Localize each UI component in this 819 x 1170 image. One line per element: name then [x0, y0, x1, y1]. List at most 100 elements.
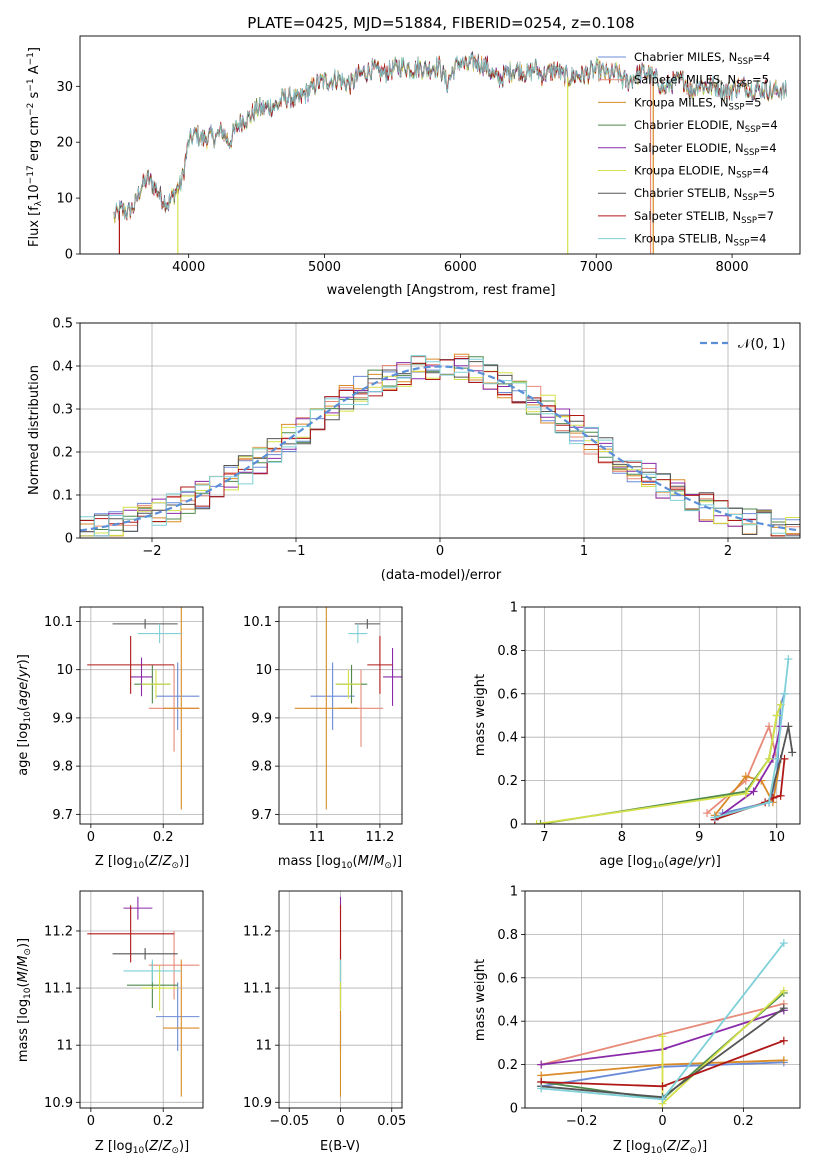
- z-age-ytick-label: 9.7: [52, 808, 73, 823]
- age-weight-plot-area: [532, 655, 797, 824]
- residuals-ytick-label: 0.1: [52, 489, 73, 504]
- age-weight-xtick-label: 7: [540, 830, 548, 845]
- spectrum-xtick-label: 7000: [580, 260, 613, 275]
- spectrum-xtick-label: 4000: [172, 260, 205, 275]
- residuals-xtick-label: −2: [142, 544, 161, 559]
- age-weight-xlabel: age [log10(age/yr)]: [599, 854, 721, 871]
- mass-age-frame: [278, 606, 403, 825]
- residuals-ytick-label: 0.3: [52, 403, 73, 418]
- mass-age-xtick-label: 11.2: [365, 830, 394, 845]
- legend-label: Salpeter STELIB, NSSP=7: [634, 209, 774, 226]
- gaussian-legend-label: 𝒩(0, 1): [738, 337, 785, 352]
- spectrum-frame: [79, 35, 801, 255]
- age-weight-axes: 7 8 9 10 0 0.2 0.4 0.6 0.8 1: [497, 601, 801, 845]
- z-age-ylabel: age [log10(age/yr)]: [16, 654, 33, 776]
- spectrum-title: PLATE=0425, MJD=51884, FIBERID=0254, z=0…: [247, 14, 634, 32]
- age-weight-ytick-label: 1: [510, 601, 518, 616]
- legend-label: Chabrier STELIB, NSSP=5: [634, 186, 775, 203]
- ebv-mass-xtick-label: −0.05: [269, 1114, 309, 1129]
- residuals-ytick-label: 0: [65, 532, 73, 547]
- legend-label: Kroupa STELIB, NSSP=4: [634, 232, 766, 249]
- mass-age-ytick-label: 9.8: [251, 760, 272, 775]
- z-age-plot-area: [87, 607, 200, 810]
- z-mass-plot-area: [87, 896, 200, 1097]
- z-weight-panel: −0.2 0 0.2 0 0.2 0.4 0.6 0.8 1: [497, 885, 801, 1129]
- z-age-axes: 0 0.2 9.7 9.8 9.9 10 10.1: [44, 606, 204, 845]
- age-weight-ytick-label: 0: [510, 818, 518, 833]
- spectrum-xlabel: wavelength [Angstrom, rest frame]: [327, 283, 556, 298]
- ebv-mass-axes: −0.05 0 0.05 10.9 11 11.1 11.2: [243, 890, 406, 1129]
- z-age-panel: 0 0.2 9.7 9.8 9.9 10 10.1: [44, 606, 204, 845]
- z-mass-ytick-label: 10.9: [44, 1096, 73, 1111]
- age-weight-panel: 7 8 9 10 0 0.2 0.4 0.6 0.8 1: [497, 601, 801, 845]
- spectrum-xtick-label: 5000: [308, 260, 341, 275]
- residuals-ytick-label: 0.2: [52, 446, 73, 461]
- z-mass-panel: 0 0.2 10.9 11 11.1 11.2: [44, 890, 204, 1129]
- z-age-ytick-label: 10: [56, 663, 73, 678]
- spectrum-xtick-label: 8000: [716, 260, 749, 275]
- ebv-xlabel: E(B-V): [320, 1139, 360, 1154]
- mass-age-panel: 11 11.2 9.7 9.8 9.9 10 10.1: [243, 606, 403, 845]
- legend-label: Salpeter ELODIE, NSSP=4: [634, 141, 777, 158]
- z-mass-axes: 0 0.2 10.9 11 11.1 11.2: [44, 890, 204, 1129]
- z-weight-ytick-label: 0.2: [497, 1058, 518, 1073]
- spectrum-plot-area: [113, 51, 787, 254]
- age-weight-xtick-label: 8: [618, 830, 626, 845]
- z-weight-frame: [524, 890, 801, 1109]
- z-weight-ytick-label: 0.6: [497, 971, 518, 986]
- mass-age-ytick-label: 10: [255, 663, 272, 678]
- age-weight-ytick-label: 0.8: [497, 644, 518, 659]
- ebv-mass-ytick-label: 10.9: [243, 1096, 272, 1111]
- mass-age-ytick-label: 10.1: [243, 615, 272, 630]
- z-weight-ylabel: mass weight: [473, 959, 488, 1041]
- mass-weight-series-line: [714, 726, 782, 821]
- z-mass-ytick-label: 11: [56, 1039, 73, 1054]
- spectrum-ylabel: Flux [fλ10−17 erg cm−2 s−1 A−1]: [26, 47, 44, 247]
- ebv-mass-xtick-label: 0.05: [377, 1114, 406, 1129]
- z-weight-ytick-label: 1: [510, 885, 518, 900]
- z-age-ytick-label: 9.9: [52, 711, 73, 726]
- legend-label: Chabrier MILES, NSSP=4: [634, 50, 770, 67]
- ebv-mass-ytick-label: 11.2: [243, 924, 272, 939]
- residuals-plot-area: [80, 353, 800, 538]
- age-weight-ytick-label: 0.2: [497, 774, 518, 789]
- residuals-frame: [79, 322, 801, 539]
- residuals-xtick-label: 0: [436, 544, 444, 559]
- z-mass-xtick-label: 0: [87, 1114, 95, 1129]
- residuals-xtick-label: −1: [286, 544, 305, 559]
- residuals-ytick-label: 0.5: [52, 317, 73, 332]
- z-weight-xlabel: Z [log10(Z/Z⊙)]: [613, 1139, 707, 1156]
- mass-age-ytick-label: 9.9: [251, 711, 272, 726]
- spectrum-series-line: [113, 53, 787, 220]
- residual-ylabel: Normed distribution: [27, 365, 42, 495]
- mass-age-plot-area: [294, 607, 402, 810]
- mass-age-xlabel: mass [log10(M/M⊙)]: [278, 854, 402, 871]
- z-age-ytick-label: 9.8: [52, 760, 73, 775]
- spectrum-xtick-label: 6000: [444, 260, 477, 275]
- mass-age-ytick-label: 9.7: [251, 808, 272, 823]
- residual-xlabel: (data-model)/error: [381, 568, 502, 583]
- ebv-mass-frame: [278, 890, 403, 1109]
- ebv-mass-xtick-label: 0: [336, 1114, 344, 1129]
- age-weight-frame: [524, 606, 801, 825]
- legend-label: Salpeter MILES, NSSP=5: [634, 73, 769, 90]
- legend-label: Kroupa ELODIE, NSSP=4: [634, 164, 769, 181]
- spectrum-ytick-label: 30: [56, 80, 73, 95]
- histogram-series-step: [80, 355, 800, 538]
- ebv-mass-panel: −0.05 0 0.05 10.9 11 11.1 11.2: [243, 890, 406, 1129]
- spectrum-axes: 4000 5000 6000 7000 8000 0 10 20 30: [56, 35, 801, 275]
- spectrum-panel: 4000 5000 6000 7000 8000 0 10 20 30: [56, 35, 801, 275]
- histogram-series-step: [80, 358, 800, 538]
- z-age-xtick-label: 0: [87, 830, 95, 845]
- residuals-xtick-label: 1: [580, 544, 588, 559]
- legend-label: Chabrier ELODIE, NSSP=4: [634, 118, 778, 135]
- ebv-mass-ytick-label: 11: [255, 1039, 272, 1054]
- z-weight-ytick-label: 0: [510, 1102, 518, 1117]
- spectrum-ytick-label: 0: [65, 248, 73, 263]
- age-weight-xtick-label: 10: [768, 830, 785, 845]
- residual-histogram-panel: −2 −1 0 1 2 0 0.1 0.2 0.3 0.4 0.5 𝒩(0, 1): [52, 317, 801, 559]
- residuals-xtick-label: 2: [724, 544, 732, 559]
- mass-age-xtick-label: 11: [309, 830, 326, 845]
- age-weight-xtick-label: 9: [695, 830, 703, 845]
